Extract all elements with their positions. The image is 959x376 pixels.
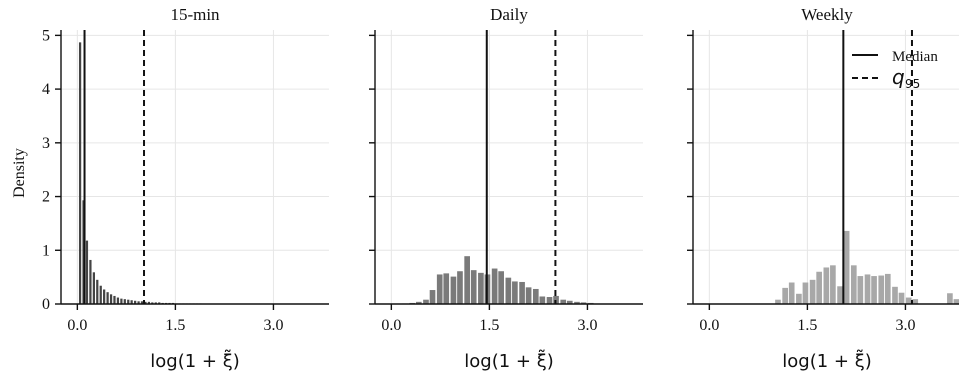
histogram-bar: [871, 276, 877, 304]
x-tick-label: 0.0: [699, 317, 719, 334]
histogram-bar: [788, 282, 795, 304]
x-tick-label: 1.5: [797, 317, 817, 334]
histogram-bar: [796, 293, 802, 304]
histogram-bar: [436, 274, 443, 304]
histogram-bar: [470, 270, 477, 304]
histogram-bar: [92, 272, 95, 304]
histogram-bar: [415, 301, 422, 304]
histogram-bar: [953, 299, 959, 304]
histogram-bar: [898, 292, 905, 304]
histogram-bar: [154, 302, 157, 304]
histogram-bar: [850, 265, 857, 304]
histogram-bar: [127, 299, 130, 304]
histogram-bar: [96, 279, 99, 304]
histogram-bar: [546, 297, 553, 304]
histogram-bar: [864, 274, 871, 304]
histogram-bar: [478, 272, 484, 304]
histogram-bar: [151, 302, 154, 304]
histogram-bar: [464, 256, 470, 304]
histogram-bar: [912, 299, 919, 304]
y-axis-label: Density: [11, 148, 28, 198]
x-axis-label: log(1 + ξ̃): [464, 350, 554, 372]
histogram-bar: [429, 290, 436, 304]
histogram-bar: [130, 300, 133, 304]
histogram-bar: [106, 292, 109, 304]
histogram-bar: [857, 276, 864, 304]
histogram-bar: [113, 295, 116, 304]
histogram-bar: [809, 279, 816, 304]
y-tick-label: 3: [42, 135, 50, 152]
histogram-bar: [99, 285, 102, 304]
histogram-bar: [78, 42, 82, 305]
histogram-bar: [137, 301, 140, 304]
histogram-bar: [116, 297, 120, 304]
y-tick-label: 1: [42, 242, 50, 259]
legend-q95-label: q: [892, 65, 905, 89]
legend-median-label: Median: [892, 49, 938, 65]
histogram-bar: [120, 298, 123, 304]
histogram-bar: [905, 297, 912, 304]
histogram-bar: [843, 230, 850, 304]
histogram-bar: [498, 271, 504, 304]
x-axis-label: log(1 + ξ̃): [150, 350, 240, 372]
y-tick-label: 5: [42, 27, 50, 44]
histogram-bar: [775, 299, 781, 304]
histogram-bar: [158, 302, 161, 304]
x-tick-label: 0.0: [381, 317, 401, 334]
histogram-bar: [89, 259, 92, 304]
histogram-bar: [823, 267, 830, 304]
y-tick-label: 2: [42, 189, 50, 206]
histogram-bar: [574, 301, 580, 304]
x-tick-label: 1.5: [479, 317, 499, 334]
histogram-bar: [802, 282, 809, 304]
x-axis-label: log(1 + ξ̃): [782, 350, 872, 372]
histogram-bar: [519, 281, 525, 304]
histogram-bar: [144, 301, 147, 304]
histogram-bar: [85, 240, 89, 304]
histogram-bar: [892, 286, 898, 304]
histogram-bar: [147, 301, 151, 304]
histogram-bar: [103, 289, 106, 304]
histogram-bar: [884, 273, 891, 304]
histogram-bar: [491, 268, 498, 304]
histogram-bar: [566, 300, 573, 304]
histogram-bar: [109, 294, 113, 304]
histogram-bar: [816, 271, 822, 304]
histogram-bar: [512, 281, 518, 304]
histogram-bar: [580, 302, 587, 304]
histogram-bar: [123, 299, 126, 304]
histogram-bar: [539, 296, 546, 304]
histogram-bar: [553, 295, 559, 304]
histogram-bar: [830, 265, 836, 304]
histogram-bar: [532, 288, 539, 304]
histogram-bar: [140, 301, 144, 304]
histogram-bar: [782, 287, 788, 304]
panel-title: Weekly: [801, 5, 853, 24]
y-tick-label: 4: [42, 81, 50, 98]
x-tick-label: 3.0: [263, 317, 283, 334]
histogram-bar: [947, 293, 953, 304]
histogram-bar: [525, 287, 532, 304]
histogram-bar: [505, 277, 512, 304]
histogram-bar: [423, 299, 429, 304]
histogram-bar: [450, 276, 457, 304]
y-tick-label: 0: [42, 296, 50, 313]
panel-title: 15-min: [170, 5, 220, 24]
histogram-bar: [878, 275, 885, 304]
histogram-bar: [560, 299, 567, 304]
x-tick-label: 1.5: [165, 317, 185, 334]
x-tick-label: 3.0: [895, 317, 915, 334]
panel-title: Daily: [490, 5, 528, 24]
x-tick-label: 3.0: [577, 317, 597, 334]
histogram-bar: [443, 273, 450, 304]
histogram-bar: [457, 271, 463, 304]
histogram-bar: [837, 286, 843, 304]
histogram-bar: [134, 300, 137, 304]
legend-q95-subscript: 95: [905, 77, 920, 91]
x-tick-label: 0.0: [67, 317, 87, 334]
